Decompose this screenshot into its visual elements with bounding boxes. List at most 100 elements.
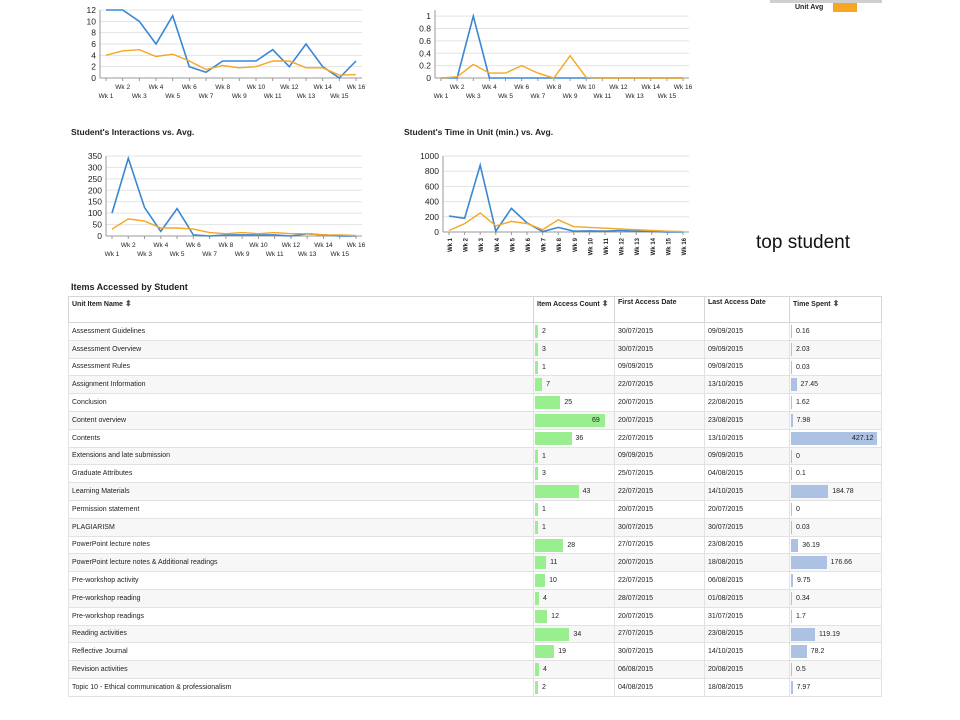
access-count-bar: [535, 645, 555, 659]
access-count-bar: [535, 360, 538, 374]
access-count-bar: [535, 325, 538, 338]
table-row[interactable]: Pre-workshop reading 4 28/07/2015 01/08/201…: [68, 588, 882, 608]
cell-first-access-date: 04/08/2015: [614, 677, 705, 697]
cell-first-access-date: 22/07/2015: [614, 428, 705, 448]
cell-first-access-date: 09/09/2015: [614, 446, 705, 466]
cell-last-access-date: 18/08/2015: [704, 553, 790, 573]
y-tick-label: 0: [91, 73, 96, 83]
column-header-first-access-date[interactable]: First Access Date: [614, 296, 705, 323]
y-tick-label: 4: [91, 50, 96, 60]
x-tick-label: Wk 13: [625, 93, 644, 100]
cell-first-access-date: 30/07/2015: [614, 642, 705, 662]
y-tick-label: 250: [88, 174, 102, 184]
cell-access-count: 12: [533, 606, 615, 626]
x-tick-label: Wk 11: [264, 93, 282, 100]
access-count-bar: [535, 663, 540, 677]
cell-last-access-date: 06/08/2015: [704, 571, 790, 590]
cell-access-count: 69: [533, 410, 615, 430]
x-tick-label: Wk 14: [651, 237, 657, 255]
time-spent-value: 2.03: [796, 345, 810, 353]
cell-access-count: 3: [533, 464, 615, 484]
table-row[interactable]: Revision activities 4 06/08/2015 20/08/2015…: [68, 660, 882, 679]
table-row[interactable]: Reading activities 34 27/07/2015 23/08/2015…: [68, 624, 882, 644]
column-header-unit-item-name[interactable]: Unit Item Name ⬍: [68, 296, 534, 323]
chart-interactions: 0 50 100 150 200 250 300 350 Wk 1 Wk 2 Wk 3 Wk 4 Wk …: [70, 150, 370, 262]
cell-last-access-date: 20/07/2015: [704, 499, 790, 519]
sort-icon[interactable]: ⬍: [601, 299, 609, 308]
cell-time-spent: 78.2: [789, 642, 882, 662]
access-count-bar: [535, 378, 543, 392]
table-row[interactable]: Pre-workshop activity 10 22/07/2015 06/08/2…: [68, 571, 882, 590]
x-tick-label: Wk 2: [121, 242, 136, 249]
time-spent-bar: [791, 663, 792, 677]
column-header-item-access-count[interactable]: Item Access Count ⬍: [533, 296, 615, 323]
x-tick-label: Wk 10: [588, 237, 594, 255]
table-row[interactable]: Assignment Information 7 22/07/2015 13/10/2…: [68, 375, 882, 395]
cell-time-spent: 0.34: [789, 588, 882, 608]
cell-last-access-date: 14/10/2015: [704, 482, 790, 501]
cell-first-access-date: 30/07/2015: [614, 339, 705, 359]
time-spent-bar: [791, 680, 793, 694]
time-spent-value: 1.7: [796, 612, 806, 620]
table-row[interactable]: Conclusion 25 20/07/2015 22/08/2015 1.62: [68, 393, 882, 412]
table-row[interactable]: Learning Materials 43 22/07/2015 14/10/2015…: [68, 482, 882, 501]
access-count-bar: [535, 449, 538, 463]
table-row[interactable]: Permission statement 1 20/07/2015 20/07/201…: [68, 499, 882, 519]
column-header-time-spent[interactable]: Time Spent ⬍: [789, 296, 882, 323]
x-tick-label: Wk 7: [530, 93, 545, 100]
time-spent-bar: [791, 396, 792, 410]
table-row[interactable]: Assessment Overview 3 30/07/2015 09/09/2015…: [68, 339, 882, 359]
x-tick-label: Wk 9: [573, 237, 579, 252]
access-count-bar: [535, 396, 561, 410]
cell-access-count: 25: [533, 393, 615, 412]
access-count-bar: [535, 591, 540, 605]
access-count-bar: [535, 485, 579, 499]
table-row[interactable]: PLAGIARISM 1 30/07/2015 30/07/2015 0.03: [68, 517, 882, 537]
cell-item-name: Pre-workshop reading: [68, 588, 534, 608]
access-count-value: 1: [542, 452, 546, 460]
sort-icon[interactable]: ⬍: [124, 299, 132, 308]
time-spent-value: 0.03: [796, 523, 810, 531]
y-tick-label: 10: [87, 16, 97, 26]
cell-access-count: 1: [533, 446, 615, 466]
table-row[interactable]: PowerPoint lecture notes 28 27/07/2015 23/0…: [68, 535, 882, 555]
sort-icon[interactable]: ⬍: [832, 299, 840, 308]
x-tick-label: Wk 2: [464, 237, 470, 252]
table-row[interactable]: Assessment Rules 1 09/09/2015 09/09/2015 0.0…: [68, 357, 882, 377]
time-spent-value: 184.78: [832, 488, 854, 496]
x-tick-label: Wk 13: [297, 93, 316, 100]
table-row[interactable]: Topic 10 - Ethical communication & profe…: [68, 677, 882, 697]
table-row[interactable]: Assessment Guidelines 2 30/07/2015 09/09/20…: [68, 322, 882, 341]
cell-first-access-date: 27/07/2015: [614, 535, 705, 555]
table-row[interactable]: Reflective Journal 19 30/07/2015 14/10/2015…: [68, 642, 882, 662]
cell-item-name: Revision activities: [68, 660, 534, 679]
time-spent-value: 1.62: [796, 399, 810, 407]
annotation-top-student: top student: [756, 232, 851, 253]
table-row[interactable]: Extensions and late submission 1 09/09/201…: [68, 446, 882, 466]
cell-last-access-date: 30/07/2015: [704, 517, 790, 537]
cell-last-access-date: 04/08/2015: [704, 464, 790, 484]
x-tick-label: Wk 4: [495, 237, 501, 252]
chart-title-interactions: Student's Interactions vs. Avg.: [71, 127, 195, 137]
cell-item-name: Topic 10 - Ethical communication & profe…: [68, 677, 534, 697]
time-spent-bar: [791, 431, 877, 445]
cell-time-spent: 36.19: [789, 535, 882, 555]
cell-time-spent: 176.66: [789, 553, 882, 573]
cell-access-count: 4: [533, 660, 615, 679]
cell-item-name: Pre-workshop readings: [68, 606, 534, 626]
time-spent-value: 0.03: [796, 363, 810, 371]
column-header-last-access-date[interactable]: Last Access Date: [704, 296, 790, 323]
table-row[interactable]: PowerPoint lecture notes & Additional re…: [68, 553, 882, 573]
table-row[interactable]: Content overview 69 20/07/2015 23/08/2015 7.…: [68, 410, 882, 430]
access-count-value: 7: [546, 381, 550, 389]
access-count-value: 36: [575, 434, 584, 442]
x-tick-label: Wk 9: [232, 93, 247, 100]
table-row[interactable]: Pre-workshop readings 12 20/07/2015 31/07/2…: [68, 606, 882, 626]
y-tick-label: 0.2: [419, 61, 431, 71]
x-tick-label: Wk 5: [498, 93, 513, 100]
cell-first-access-date: 06/08/2015: [614, 660, 705, 679]
y-tick-label: 0: [426, 73, 431, 83]
x-tick-label: Wk 10: [247, 84, 266, 91]
table-row[interactable]: Contents 36 22/07/2015 13/10/2015 427.12: [68, 428, 882, 448]
table-row[interactable]: Graduate Attributes 3 25/07/2015 04/08/2015…: [68, 464, 882, 484]
